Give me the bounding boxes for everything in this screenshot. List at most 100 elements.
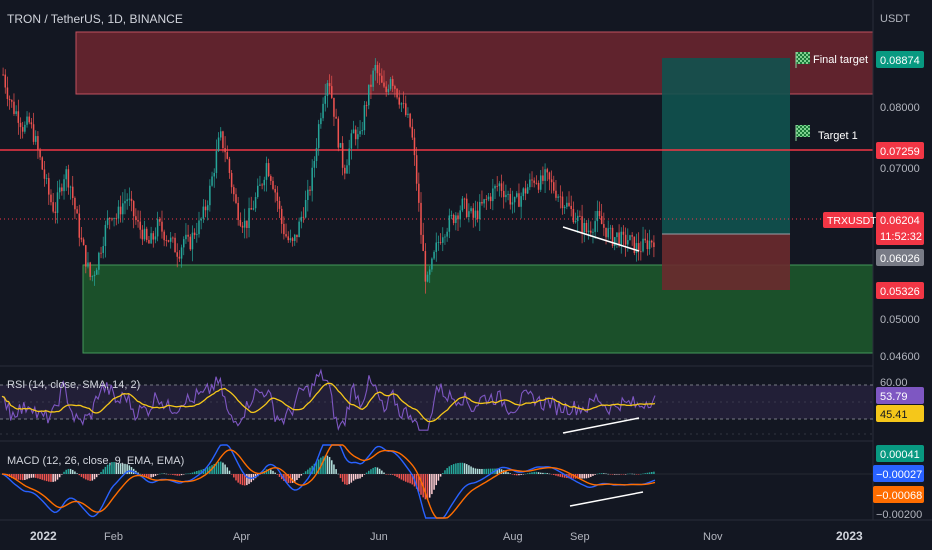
candle-body[interactable] xyxy=(426,274,429,282)
candle-body[interactable] xyxy=(487,196,490,200)
candle-body[interactable] xyxy=(100,252,102,254)
signal-line[interactable] xyxy=(1,444,656,519)
candle-body[interactable] xyxy=(26,116,28,125)
candle-body[interactable] xyxy=(585,222,588,233)
candle-body[interactable] xyxy=(609,227,612,229)
macd-histogram[interactable] xyxy=(2,455,655,500)
candle-body[interactable] xyxy=(448,215,451,232)
candle-body[interactable] xyxy=(89,262,91,277)
candle-body[interactable] xyxy=(574,221,577,223)
candle-body[interactable] xyxy=(607,228,609,238)
candle-body[interactable] xyxy=(326,83,329,96)
candle-body[interactable] xyxy=(263,179,266,186)
candle-body[interactable] xyxy=(206,205,209,211)
candle-body[interactable] xyxy=(644,238,646,241)
candle-body[interactable] xyxy=(222,131,224,149)
candle-body[interactable] xyxy=(111,218,113,220)
candle-body[interactable] xyxy=(167,240,170,242)
candle-body[interactable] xyxy=(137,220,139,222)
candle-body[interactable] xyxy=(422,234,424,252)
candle-body[interactable] xyxy=(635,243,638,254)
candle-body[interactable] xyxy=(629,235,631,241)
candle-body[interactable] xyxy=(590,230,592,233)
candle-body[interactable] xyxy=(198,220,200,235)
candle-body[interactable] xyxy=(500,183,503,191)
candle-body[interactable] xyxy=(424,251,427,282)
candle-body[interactable] xyxy=(4,74,7,88)
candle-body[interactable] xyxy=(529,179,531,188)
candle-body[interactable] xyxy=(13,101,15,114)
candle-body[interactable] xyxy=(104,224,107,247)
candle-body[interactable] xyxy=(241,225,244,228)
candle-body[interactable] xyxy=(74,197,76,210)
candle-body[interactable] xyxy=(45,178,48,179)
candle-body[interactable] xyxy=(296,234,298,238)
candle-body[interactable] xyxy=(553,182,555,191)
candle-body[interactable] xyxy=(531,179,533,181)
candle-body[interactable] xyxy=(320,118,322,125)
candle-body[interactable] xyxy=(648,240,651,250)
candle-body[interactable] xyxy=(191,232,194,250)
candle-body[interactable] xyxy=(563,206,566,209)
candle-body[interactable] xyxy=(69,186,72,188)
candle-body[interactable] xyxy=(252,208,255,210)
candle-body[interactable] xyxy=(172,237,174,239)
candle-body[interactable] xyxy=(542,175,544,181)
candle-body[interactable] xyxy=(250,208,252,210)
candle-body[interactable] xyxy=(394,86,396,89)
candle-body[interactable] xyxy=(576,215,579,222)
candle-body[interactable] xyxy=(180,247,183,259)
candle-body[interactable] xyxy=(494,185,496,189)
candle-body[interactable] xyxy=(115,218,118,219)
candle-body[interactable] xyxy=(200,218,202,221)
candle-body[interactable] xyxy=(291,238,294,241)
candle-body[interactable] xyxy=(8,98,11,101)
candle-body[interactable] xyxy=(6,87,9,99)
candle-body[interactable] xyxy=(498,183,501,187)
candle-body[interactable] xyxy=(56,192,59,213)
candle-body[interactable] xyxy=(261,184,263,186)
candle-body[interactable] xyxy=(165,240,168,241)
candle-body[interactable] xyxy=(307,189,309,201)
candle-body[interactable] xyxy=(605,227,607,238)
candle-body[interactable] xyxy=(363,105,366,131)
candle-body[interactable] xyxy=(481,201,483,204)
candle-body[interactable] xyxy=(361,130,364,132)
candle-body[interactable] xyxy=(122,203,124,215)
candle-body[interactable] xyxy=(32,124,35,142)
symbol-title[interactable]: TRON / TetherUS, 1D, BINANCE xyxy=(7,12,183,26)
candle-body[interactable] xyxy=(93,274,96,277)
candle-body[interactable] xyxy=(150,233,152,244)
candle-body[interactable] xyxy=(259,184,261,186)
candle-body[interactable] xyxy=(152,233,155,240)
candle-body[interactable] xyxy=(594,221,596,232)
candle-body[interactable] xyxy=(359,131,361,135)
candle-body[interactable] xyxy=(272,180,274,189)
candle-body[interactable] xyxy=(555,190,557,198)
candle-body[interactable] xyxy=(315,147,318,162)
candle-body[interactable] xyxy=(276,192,279,201)
candle-body[interactable] xyxy=(48,178,50,195)
candle-body[interactable] xyxy=(442,237,444,243)
candle-body[interactable] xyxy=(396,88,398,98)
candle-body[interactable] xyxy=(17,111,20,123)
candle-body[interactable] xyxy=(119,206,122,215)
candle-body[interactable] xyxy=(507,193,509,195)
candle-body[interactable] xyxy=(539,175,542,190)
candle-body[interactable] xyxy=(616,232,618,238)
candle-body[interactable] xyxy=(235,194,237,203)
candle-body[interactable] xyxy=(128,198,131,200)
candle-body[interactable] xyxy=(533,180,535,183)
candle-body[interactable] xyxy=(283,223,285,235)
candle-body[interactable] xyxy=(520,196,522,207)
candle-body[interactable] xyxy=(461,198,464,211)
candle-body[interactable] xyxy=(237,202,239,221)
candle-body[interactable] xyxy=(600,216,603,225)
price-divergence-line[interactable] xyxy=(562,226,640,252)
candle-body[interactable] xyxy=(452,214,455,224)
candle-body[interactable] xyxy=(230,172,233,188)
candle-body[interactable] xyxy=(304,200,307,218)
candle-body[interactable] xyxy=(457,215,459,220)
candle-body[interactable] xyxy=(627,240,629,245)
